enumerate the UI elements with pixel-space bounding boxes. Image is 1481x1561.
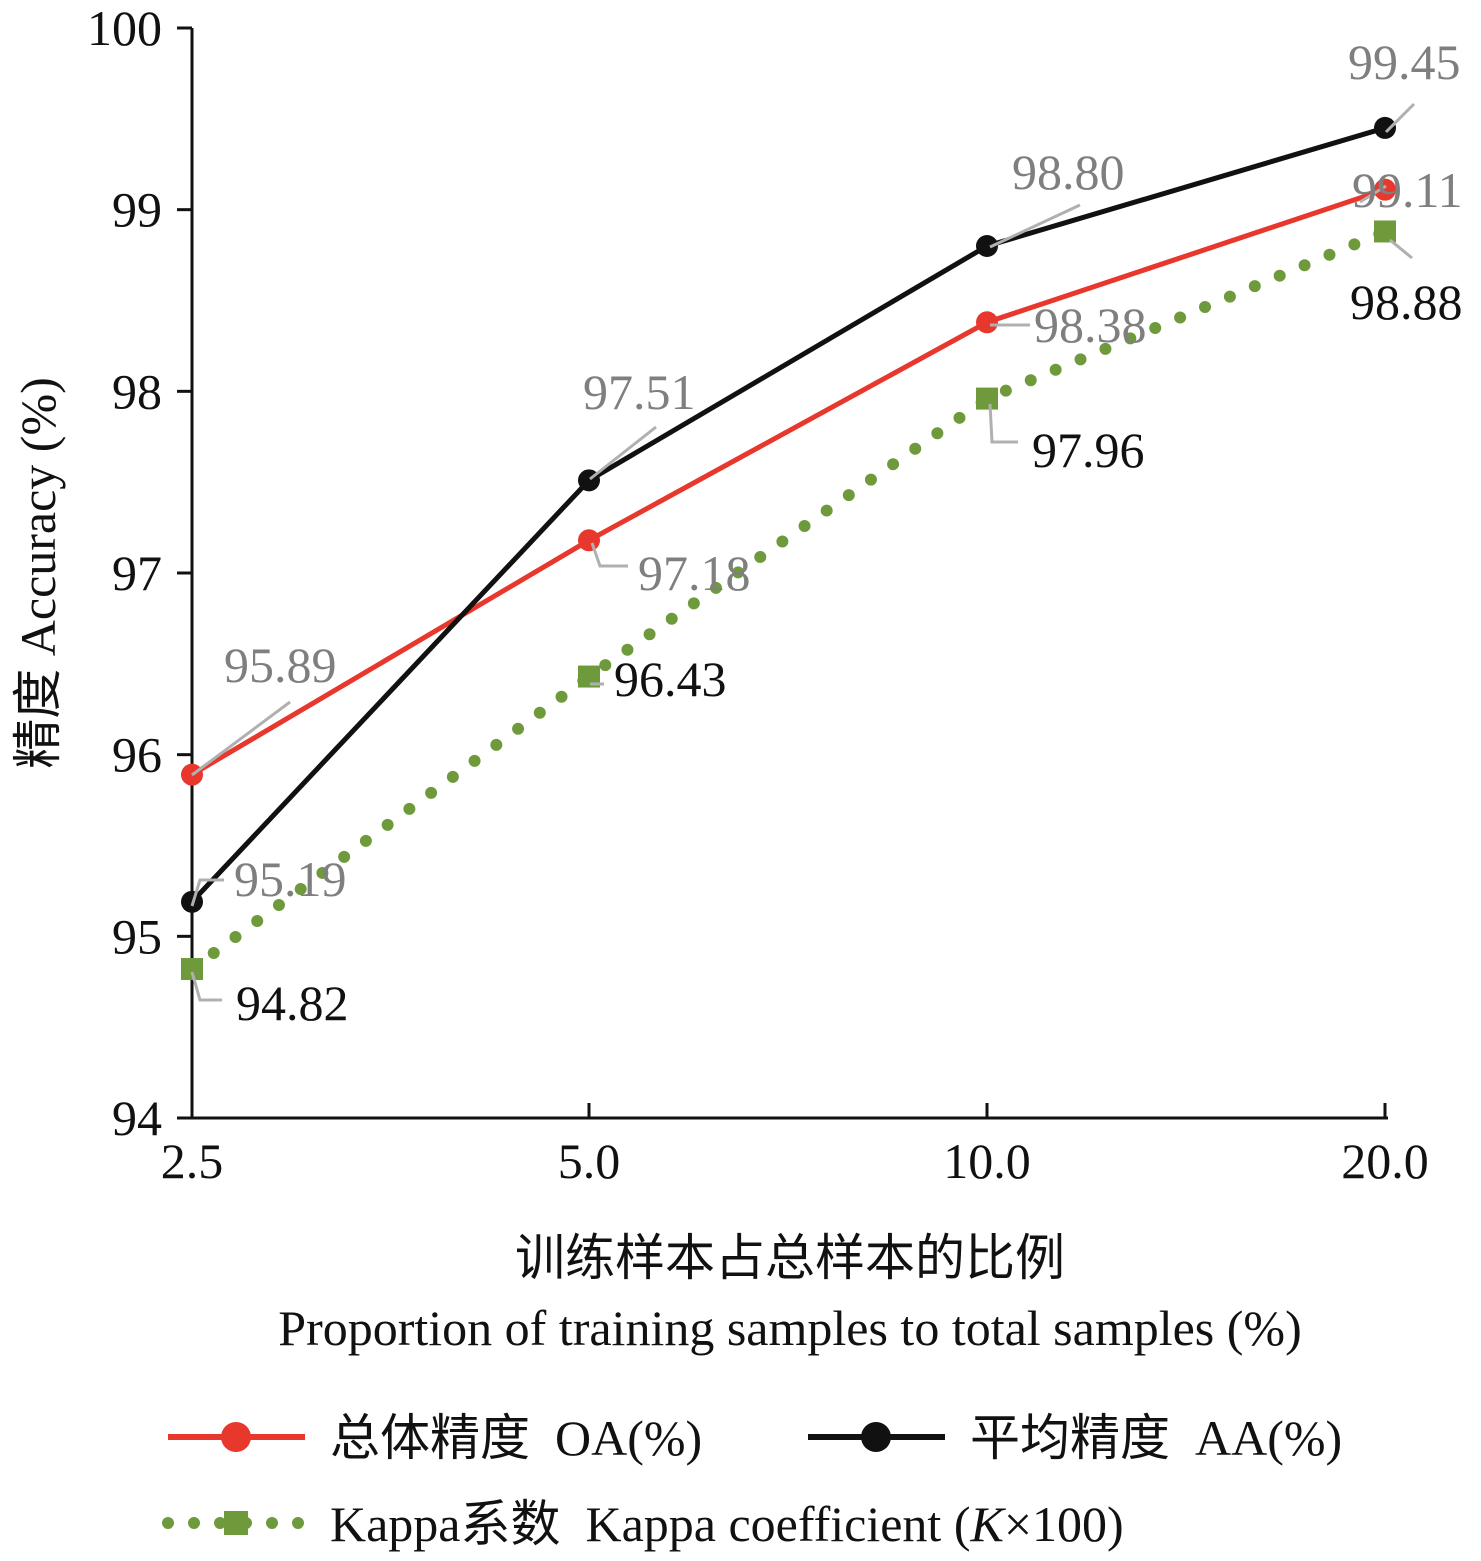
data-label-kappa-10.0: 97.96 [1032, 422, 1145, 478]
y-tick-label-98: 98 [112, 363, 162, 419]
data-labels: 95.89 97.18 98.38 99.11 95.19 97.51 98.80 99.45… [190, 34, 1463, 1031]
series-line-kappa [186, 225, 1391, 976]
series-layer [181, 116, 1396, 981]
legend-item-oa: 总体精度 OA(%) [168, 1410, 702, 1466]
data-label-oa-20.0: 99.11 [1352, 162, 1463, 218]
point-oa-10.0 [976, 311, 998, 334]
leader-kappa-20.0 [1389, 238, 1413, 260]
y-axis-title: 精度 Accuracy (%) [10, 377, 66, 768]
legend-oa-marker [221, 1422, 251, 1452]
y-tick-label-95: 95 [112, 908, 162, 964]
legend-kappa-label-main: Kappa系数 Kappa coefficient ( [330, 1496, 970, 1552]
data-label-aa-10.0: 98.80 [1012, 144, 1125, 200]
data-label-oa-5.0: 97.18 [638, 545, 751, 601]
leader-aa-2.5 [190, 878, 224, 907]
point-kappa-20.0 [1374, 220, 1396, 243]
legend-kappa-label-suffix: ×100) [1004, 1496, 1124, 1552]
data-label-oa-10.0: 98.38 [1034, 297, 1147, 353]
point-kappa-5.0 [578, 665, 600, 688]
leader-oa-20.0 [1359, 184, 1387, 204]
y-tick-label-96: 96 [112, 727, 162, 783]
data-label-aa-20.0: 99.45 [1348, 34, 1461, 90]
point-oa-20.0 [1374, 178, 1396, 201]
legend-aa-marker [861, 1422, 891, 1452]
series-line-aa [190, 125, 1386, 904]
x-ticks: 2.5 5.0 10.0 20.0 [161, 1103, 1429, 1189]
data-label-aa-2.5: 95.19 [234, 851, 347, 907]
data-label-kappa-20.0: 98.88 [1350, 274, 1463, 330]
point-aa-10.0 [976, 235, 998, 257]
series-line-oa [190, 187, 1386, 777]
y-tick-label-97: 97 [112, 545, 162, 601]
point-kappa-2.5 [181, 958, 203, 981]
legend-item-aa: 平均精度 AA(%) [808, 1410, 1342, 1466]
x-axis-title-cn: 训练样本占总样本的比例 [515, 1230, 1065, 1286]
x-tick-label-20.0: 20.0 [1341, 1133, 1429, 1189]
data-label-kappa-2.5: 94.82 [236, 975, 349, 1031]
data-label-aa-5.0: 97.51 [583, 364, 696, 420]
legend-item-kappa: Kappa系数 Kappa coefficient (K×100) [162, 1496, 1124, 1552]
leader-aa-20.0 [1384, 102, 1416, 134]
x-axis-title-en: Proportion of training samples to total … [278, 1300, 1301, 1356]
legend-aa-label: 平均精度 AA(%) [970, 1410, 1342, 1466]
legend-oa-label: 总体精度 OA(%) [330, 1410, 702, 1466]
y-ticks: 94 95 96 97 98 99 100 [87, 0, 192, 1146]
y-tick-label-99: 99 [112, 182, 162, 238]
point-kappa-10.0 [976, 387, 998, 410]
leader-oa-5.0 [590, 542, 628, 568]
y-tick-label-100: 100 [87, 0, 162, 56]
leader-oa-2.5 [191, 700, 291, 777]
legend-kappa-marker [224, 1511, 248, 1535]
data-label-oa-2.5: 95.89 [224, 637, 337, 693]
leader-kappa-10.0 [988, 403, 1018, 444]
legend-kappa-label-italic: K [969, 1496, 1006, 1552]
data-label-kappa-5.0: 96.43 [614, 651, 727, 707]
x-tick-label-5.0: 5.0 [558, 1133, 621, 1189]
point-oa-5.0 [578, 529, 600, 552]
x-tick-label-10.0: 10.0 [943, 1133, 1031, 1189]
leader-aa-10.0 [989, 203, 1081, 249]
y-tick-label-94: 94 [112, 1090, 162, 1146]
x-tick-label-2.5: 2.5 [161, 1133, 224, 1189]
leader-kappa-2.5 [190, 971, 222, 1002]
leader-aa-5.0 [589, 425, 657, 481]
legend: 总体精度 OA(%) 平均精度 AA(%) Kappa系数 Kappa coef… [162, 1410, 1342, 1552]
point-aa-20.0 [1374, 116, 1396, 139]
legend-kappa-label: Kappa系数 Kappa coefficient (K×100) [330, 1496, 1124, 1552]
